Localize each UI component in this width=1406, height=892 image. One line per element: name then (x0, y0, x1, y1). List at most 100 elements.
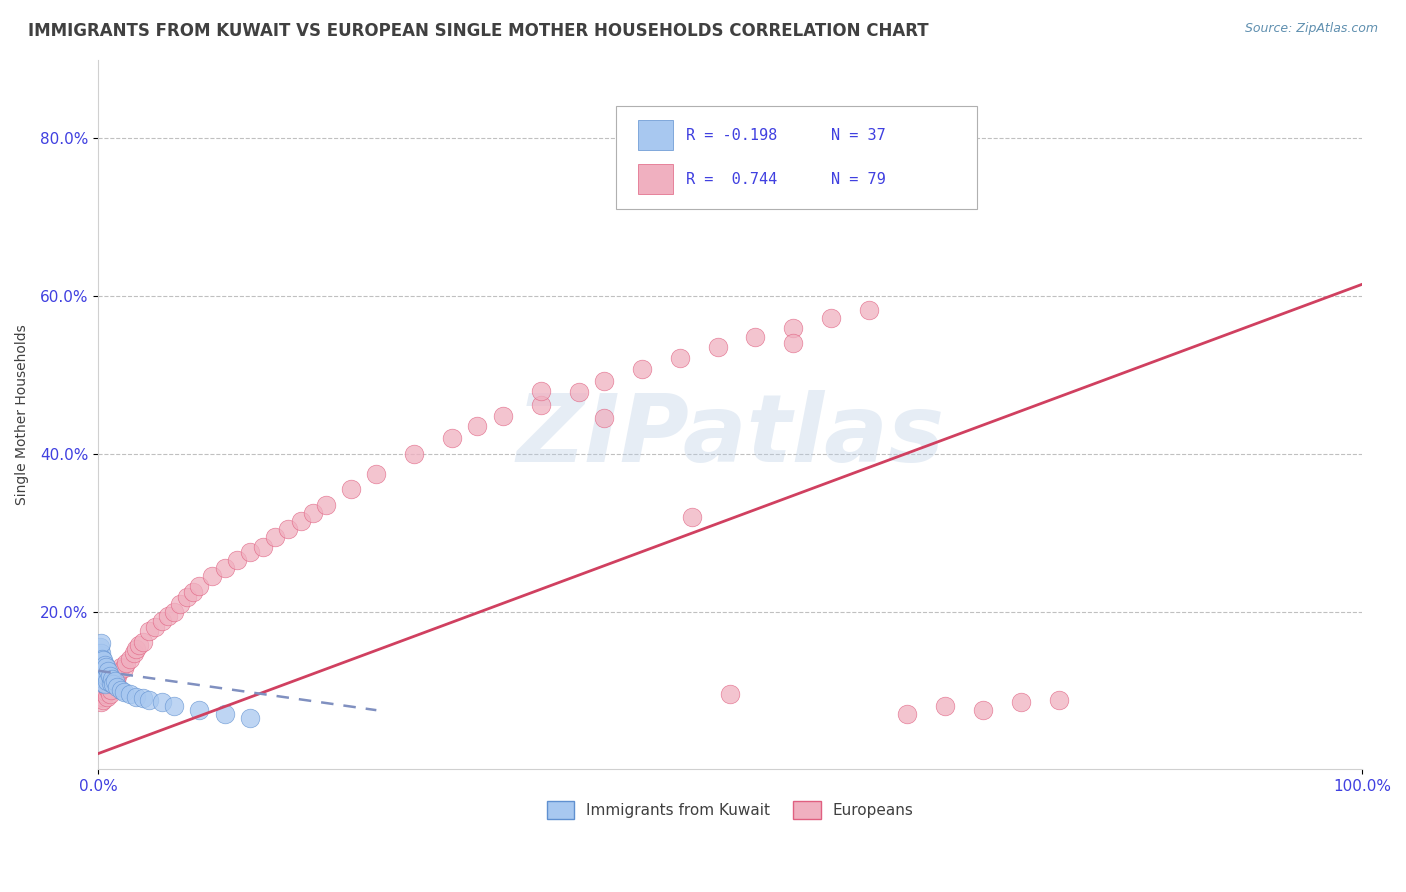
Point (93, 681, 115, 696)
Text: N = 37: N = 37 (831, 128, 886, 143)
Point (118, 687, 141, 701)
Point (93, 658, 115, 673)
Point (93, 687, 115, 701)
Point (98, 669, 121, 683)
Point (143, 620, 166, 634)
Point (592, 411, 614, 425)
Point (125, 690, 148, 704)
FancyBboxPatch shape (616, 106, 977, 209)
Point (97, 681, 120, 696)
Point (110, 660, 132, 674)
Point (100, 675, 122, 690)
Point (592, 375, 614, 389)
Point (492, 409, 515, 423)
Point (214, 707, 236, 722)
Point (91, 677, 114, 691)
Point (96, 673, 118, 688)
Point (104, 673, 127, 688)
Point (97, 667, 120, 681)
Point (105, 673, 128, 688)
Point (150, 614, 173, 628)
Point (744, 330, 766, 344)
Point (93, 666, 115, 681)
Point (277, 522, 299, 536)
Point (340, 483, 363, 497)
Point (91, 664, 114, 678)
Point (100, 669, 122, 683)
Point (681, 510, 703, 524)
Point (105, 669, 128, 683)
Point (93, 693, 115, 707)
Point (239, 711, 262, 725)
Point (91, 664, 114, 678)
Point (93, 661, 115, 675)
Point (112, 685, 135, 699)
Text: IMMIGRANTS FROM KUWAIT VS EUROPEAN SINGLE MOTHER HOUSEHOLDS CORRELATION CHART: IMMIGRANTS FROM KUWAIT VS EUROPEAN SINGL… (28, 22, 929, 40)
Point (188, 703, 211, 717)
Point (706, 340, 728, 354)
Point (441, 431, 464, 445)
Point (118, 652, 141, 666)
Point (668, 351, 690, 365)
Point (782, 320, 804, 334)
Point (630, 361, 652, 376)
Point (567, 385, 589, 400)
Point (845, 167, 868, 181)
Text: Source: ZipAtlas.com: Source: ZipAtlas.com (1244, 22, 1378, 36)
Point (366, 467, 388, 481)
Point (90, 667, 112, 681)
Point (90, 636, 112, 650)
Point (96, 690, 118, 704)
Point (97, 664, 120, 678)
Point (101, 672, 124, 686)
Point (302, 506, 325, 520)
Point (176, 591, 198, 605)
Point (131, 691, 153, 706)
Point (91, 690, 114, 704)
Point (122, 646, 145, 660)
Point (90, 695, 112, 709)
Point (201, 569, 224, 583)
Point (858, 303, 880, 318)
Point (252, 540, 274, 554)
Point (91, 652, 114, 666)
Text: N = 79: N = 79 (831, 172, 886, 186)
Point (93, 672, 115, 686)
Legend: Immigrants from Kuwait, Europeans: Immigrants from Kuwait, Europeans (540, 795, 920, 825)
Point (101, 677, 124, 691)
Point (896, 707, 918, 722)
Point (530, 398, 553, 412)
Point (264, 530, 287, 544)
Point (98, 687, 121, 701)
Point (103, 677, 125, 691)
Point (169, 597, 191, 611)
Point (530, 384, 553, 398)
Point (782, 336, 804, 351)
Point (93, 653, 115, 667)
Point (90, 680, 112, 694)
Point (718, 687, 741, 701)
Point (131, 634, 153, 648)
Text: R =  0.744: R = 0.744 (686, 172, 778, 186)
Point (94, 669, 117, 683)
Point (239, 545, 262, 559)
Point (128, 638, 150, 652)
Point (156, 608, 179, 623)
Point (93, 677, 115, 691)
Point (89, 691, 111, 706)
Text: ZIPatlas: ZIPatlas (516, 390, 945, 482)
Point (90, 656, 112, 670)
Point (934, 699, 956, 714)
Point (290, 514, 312, 528)
Point (820, 311, 842, 326)
Point (103, 672, 125, 686)
Point (100, 683, 122, 698)
Bar (638, 120, 673, 150)
Point (89, 675, 111, 690)
Point (163, 605, 186, 619)
Point (105, 680, 128, 694)
Point (315, 498, 337, 512)
Point (110, 683, 132, 698)
Point (90, 646, 112, 660)
Point (226, 553, 249, 567)
